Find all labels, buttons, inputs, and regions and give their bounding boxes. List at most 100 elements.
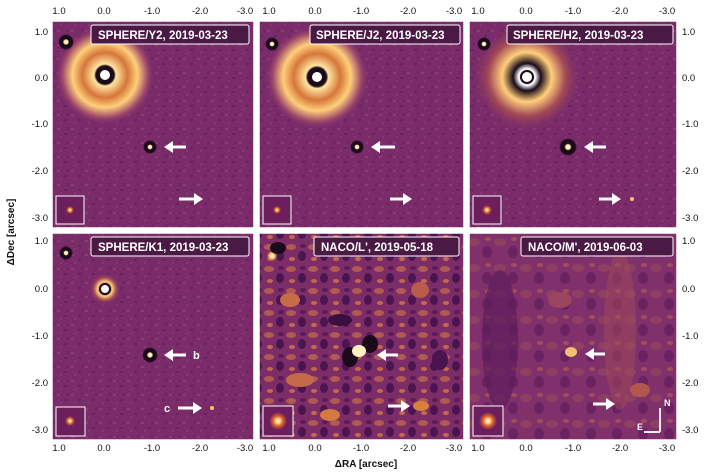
panel-j2: SPHERE/J2, 2019-03-23 <box>258 20 465 229</box>
y-tick: -2.0 <box>682 166 698 177</box>
primary-star-core <box>99 283 111 295</box>
speckle <box>432 350 448 370</box>
y-tick: 0.0 <box>682 284 695 295</box>
background-star <box>477 37 491 51</box>
title-box <box>313 236 460 257</box>
x-tick: -2.0 <box>192 443 208 454</box>
speckle <box>328 314 352 326</box>
psf-star <box>269 412 287 430</box>
label-b: b <box>193 350 200 362</box>
arrow-b <box>164 141 186 153</box>
y-tick: -1.0 <box>682 119 698 130</box>
y-tick: -3.0 <box>32 425 48 436</box>
x-tick: -2.0 <box>400 6 416 17</box>
panel-title: NACO/M', 2019-06-03 <box>528 242 643 254</box>
title-box <box>90 24 250 45</box>
y-tick: 1.0 <box>35 27 48 38</box>
top-x-ticks: 1.0 0.0 -1.0 -2.0 -3.0 1.0 0.0 -1.0 -2.0… <box>52 6 675 17</box>
compass <box>644 408 661 433</box>
x-tick: -3.0 <box>659 6 675 17</box>
y-tick: 0.0 <box>35 73 48 84</box>
y-tick: -2.0 <box>32 378 48 389</box>
background-star <box>265 37 279 51</box>
panel-title: SPHERE/K1, 2019-03-23 <box>98 242 228 254</box>
title-box <box>309 24 461 45</box>
label-c: c <box>164 403 170 415</box>
companion-b <box>559 138 577 156</box>
psf-star <box>65 416 75 426</box>
x-tick: -3.0 <box>659 443 675 454</box>
x-tick: 0.0 <box>97 443 110 454</box>
y-tick: -3.0 <box>682 213 698 224</box>
x-tick: -2.0 <box>192 6 208 17</box>
speckle-band <box>482 270 518 410</box>
primary-star-core <box>98 68 112 82</box>
panel-title: NACO/L', 2019-05-18 <box>321 242 434 254</box>
y-axis-label: ΔDec [arcsec] <box>6 199 17 266</box>
x-tick: 1.0 <box>262 443 275 454</box>
arrow-c <box>179 193 203 205</box>
speckle <box>320 409 340 421</box>
arrow-c <box>390 193 412 205</box>
arrow-c <box>599 193 621 205</box>
x-tick: -2.0 <box>400 443 416 454</box>
arrow-b <box>164 349 186 361</box>
x-tick: 0.0 <box>308 443 321 454</box>
y-tick: 0.0 <box>682 73 695 84</box>
compass-north: N <box>664 398 671 408</box>
companion-b <box>142 347 158 363</box>
bottom-x-ticks: 1.0 0.0 -1.0 -2.0 -3.0 1.0 0.0 -1.0 -2.0… <box>52 443 675 454</box>
background-star <box>59 246 73 260</box>
psf-inset <box>472 405 504 437</box>
x-tick: -1.0 <box>144 443 160 454</box>
speckle <box>411 282 429 298</box>
companion-b <box>350 140 364 154</box>
x-tick: -2.0 <box>612 443 628 454</box>
speckle <box>280 293 300 307</box>
right-y-ticks: 1.0 0.0 -1.0 -2.0 -3.0 1.0 0.0 -1.0 -2.0… <box>682 27 698 436</box>
background-star <box>58 34 74 50</box>
companion-b <box>565 347 577 357</box>
title-box <box>90 236 250 257</box>
y-tick: 0.0 <box>35 284 48 295</box>
background-star-negative <box>270 242 286 254</box>
companion-c-glow <box>413 401 429 411</box>
companion-b-negative-right <box>362 335 378 353</box>
arrow-b <box>371 141 395 153</box>
x-tick: -1.0 <box>144 6 160 17</box>
arrow-c <box>388 400 410 412</box>
x-tick: 1.0 <box>471 443 484 454</box>
x-tick: 1.0 <box>262 6 275 17</box>
companion-b <box>143 140 157 154</box>
x-tick: -3.0 <box>237 6 253 17</box>
psf-star <box>66 206 74 214</box>
panel-h2: SPHERE/H2, 2019-03-23 <box>468 20 678 229</box>
arrow-b <box>377 349 398 361</box>
x-tick: -1.0 <box>565 6 581 17</box>
primary-star-core <box>310 70 324 84</box>
panel-title: SPHERE/J2, 2019-03-23 <box>316 30 445 42</box>
psf-star <box>482 205 492 215</box>
y-tick: 1.0 <box>35 236 48 247</box>
speckle <box>548 292 572 308</box>
x-tick: -1.0 <box>353 443 369 454</box>
x-tick: -2.0 <box>612 6 628 17</box>
arrow-c <box>593 398 615 410</box>
x-tick: 1.0 <box>471 6 484 17</box>
x-tick: 0.0 <box>519 443 532 454</box>
x-tick: 0.0 <box>519 6 532 17</box>
panel-k1: b c SPHERE/K1, 2019-03-23 <box>51 232 255 441</box>
title-box <box>506 24 674 45</box>
x-tick: -1.0 <box>353 6 369 17</box>
companion-c <box>210 406 214 410</box>
speckle-band <box>604 250 636 410</box>
x-tick: -3.0 <box>237 443 253 454</box>
companion-c <box>630 197 634 201</box>
primary-star-core <box>520 70 534 84</box>
y-tick: -3.0 <box>682 425 698 436</box>
panel-naco-l: NACO/L', 2019-05-18 <box>258 232 465 441</box>
panel-title: SPHERE/Y2, 2019-03-23 <box>98 30 228 42</box>
panel-y2: SPHERE/Y2, 2019-03-23 <box>51 20 255 229</box>
y-tick: -1.0 <box>682 331 698 342</box>
left-y-ticks: 1.0 0.0 -1.0 -2.0 -3.0 1.0 0.0 -1.0 -2.0… <box>32 27 48 436</box>
